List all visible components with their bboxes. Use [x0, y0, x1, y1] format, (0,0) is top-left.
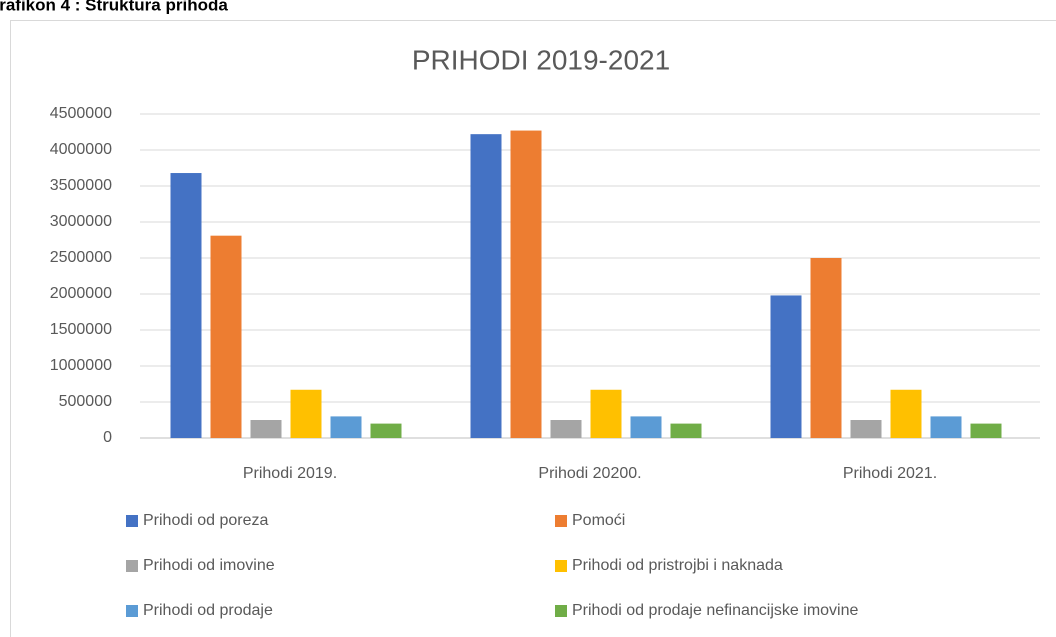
legend-label: Prihodi od poreza: [143, 512, 269, 529]
legend-label: Prihodi od prodaje: [143, 602, 273, 619]
bar: [810, 258, 842, 438]
legend-label: Pomoći: [572, 512, 625, 529]
bar: [590, 389, 622, 438]
legend-label: Prihodi od pristrojbi i naknada: [572, 557, 783, 574]
bar: [850, 420, 882, 438]
bar: [550, 420, 582, 438]
y-tick-label: 0: [103, 429, 112, 446]
bar: [330, 416, 362, 438]
bar: [930, 416, 962, 438]
y-tick-label: 2500000: [50, 249, 112, 266]
y-tick-label: 3500000: [50, 177, 112, 194]
y-tick-label: 500000: [59, 393, 112, 410]
caption: Grafikon 4 : Struktura prihoda: [0, 0, 228, 14]
bar: [290, 389, 322, 438]
x-tick-label: Prihodi 2019.: [243, 465, 337, 482]
bar: [670, 423, 702, 438]
bar: [250, 420, 282, 438]
bar: [630, 416, 662, 438]
bar: [970, 423, 1002, 438]
x-tick-label: Prihodi 2021.: [843, 465, 937, 482]
y-tick-label: 4000000: [50, 141, 112, 158]
legend-swatch: [555, 560, 567, 572]
bar: [510, 130, 542, 438]
y-tick-label: 1500000: [50, 321, 112, 338]
y-tick-label: 3000000: [50, 213, 112, 230]
y-tick-label: 1000000: [50, 357, 112, 374]
legend-label: Prihodi od imovine: [143, 557, 275, 574]
legend-label: Prihodi od prodaje nefinancijske imovine: [572, 602, 858, 619]
legend-swatch: [555, 515, 567, 527]
bar: [210, 235, 242, 438]
bar: [170, 173, 202, 439]
x-tick-label: Prihodi 20200.: [538, 465, 641, 482]
legend-swatch: [126, 605, 138, 617]
bar: [470, 134, 502, 438]
bar: [370, 423, 402, 438]
bar: [770, 295, 802, 438]
legend-swatch: [126, 515, 138, 527]
legend-swatch: [555, 605, 567, 617]
legend-swatch: [126, 560, 138, 572]
chart-title: PRIHODI 2019-2021: [412, 44, 670, 75]
y-tick-label: 2000000: [50, 285, 112, 302]
bar: [890, 389, 922, 438]
y-tick-label: 4500000: [50, 105, 112, 122]
